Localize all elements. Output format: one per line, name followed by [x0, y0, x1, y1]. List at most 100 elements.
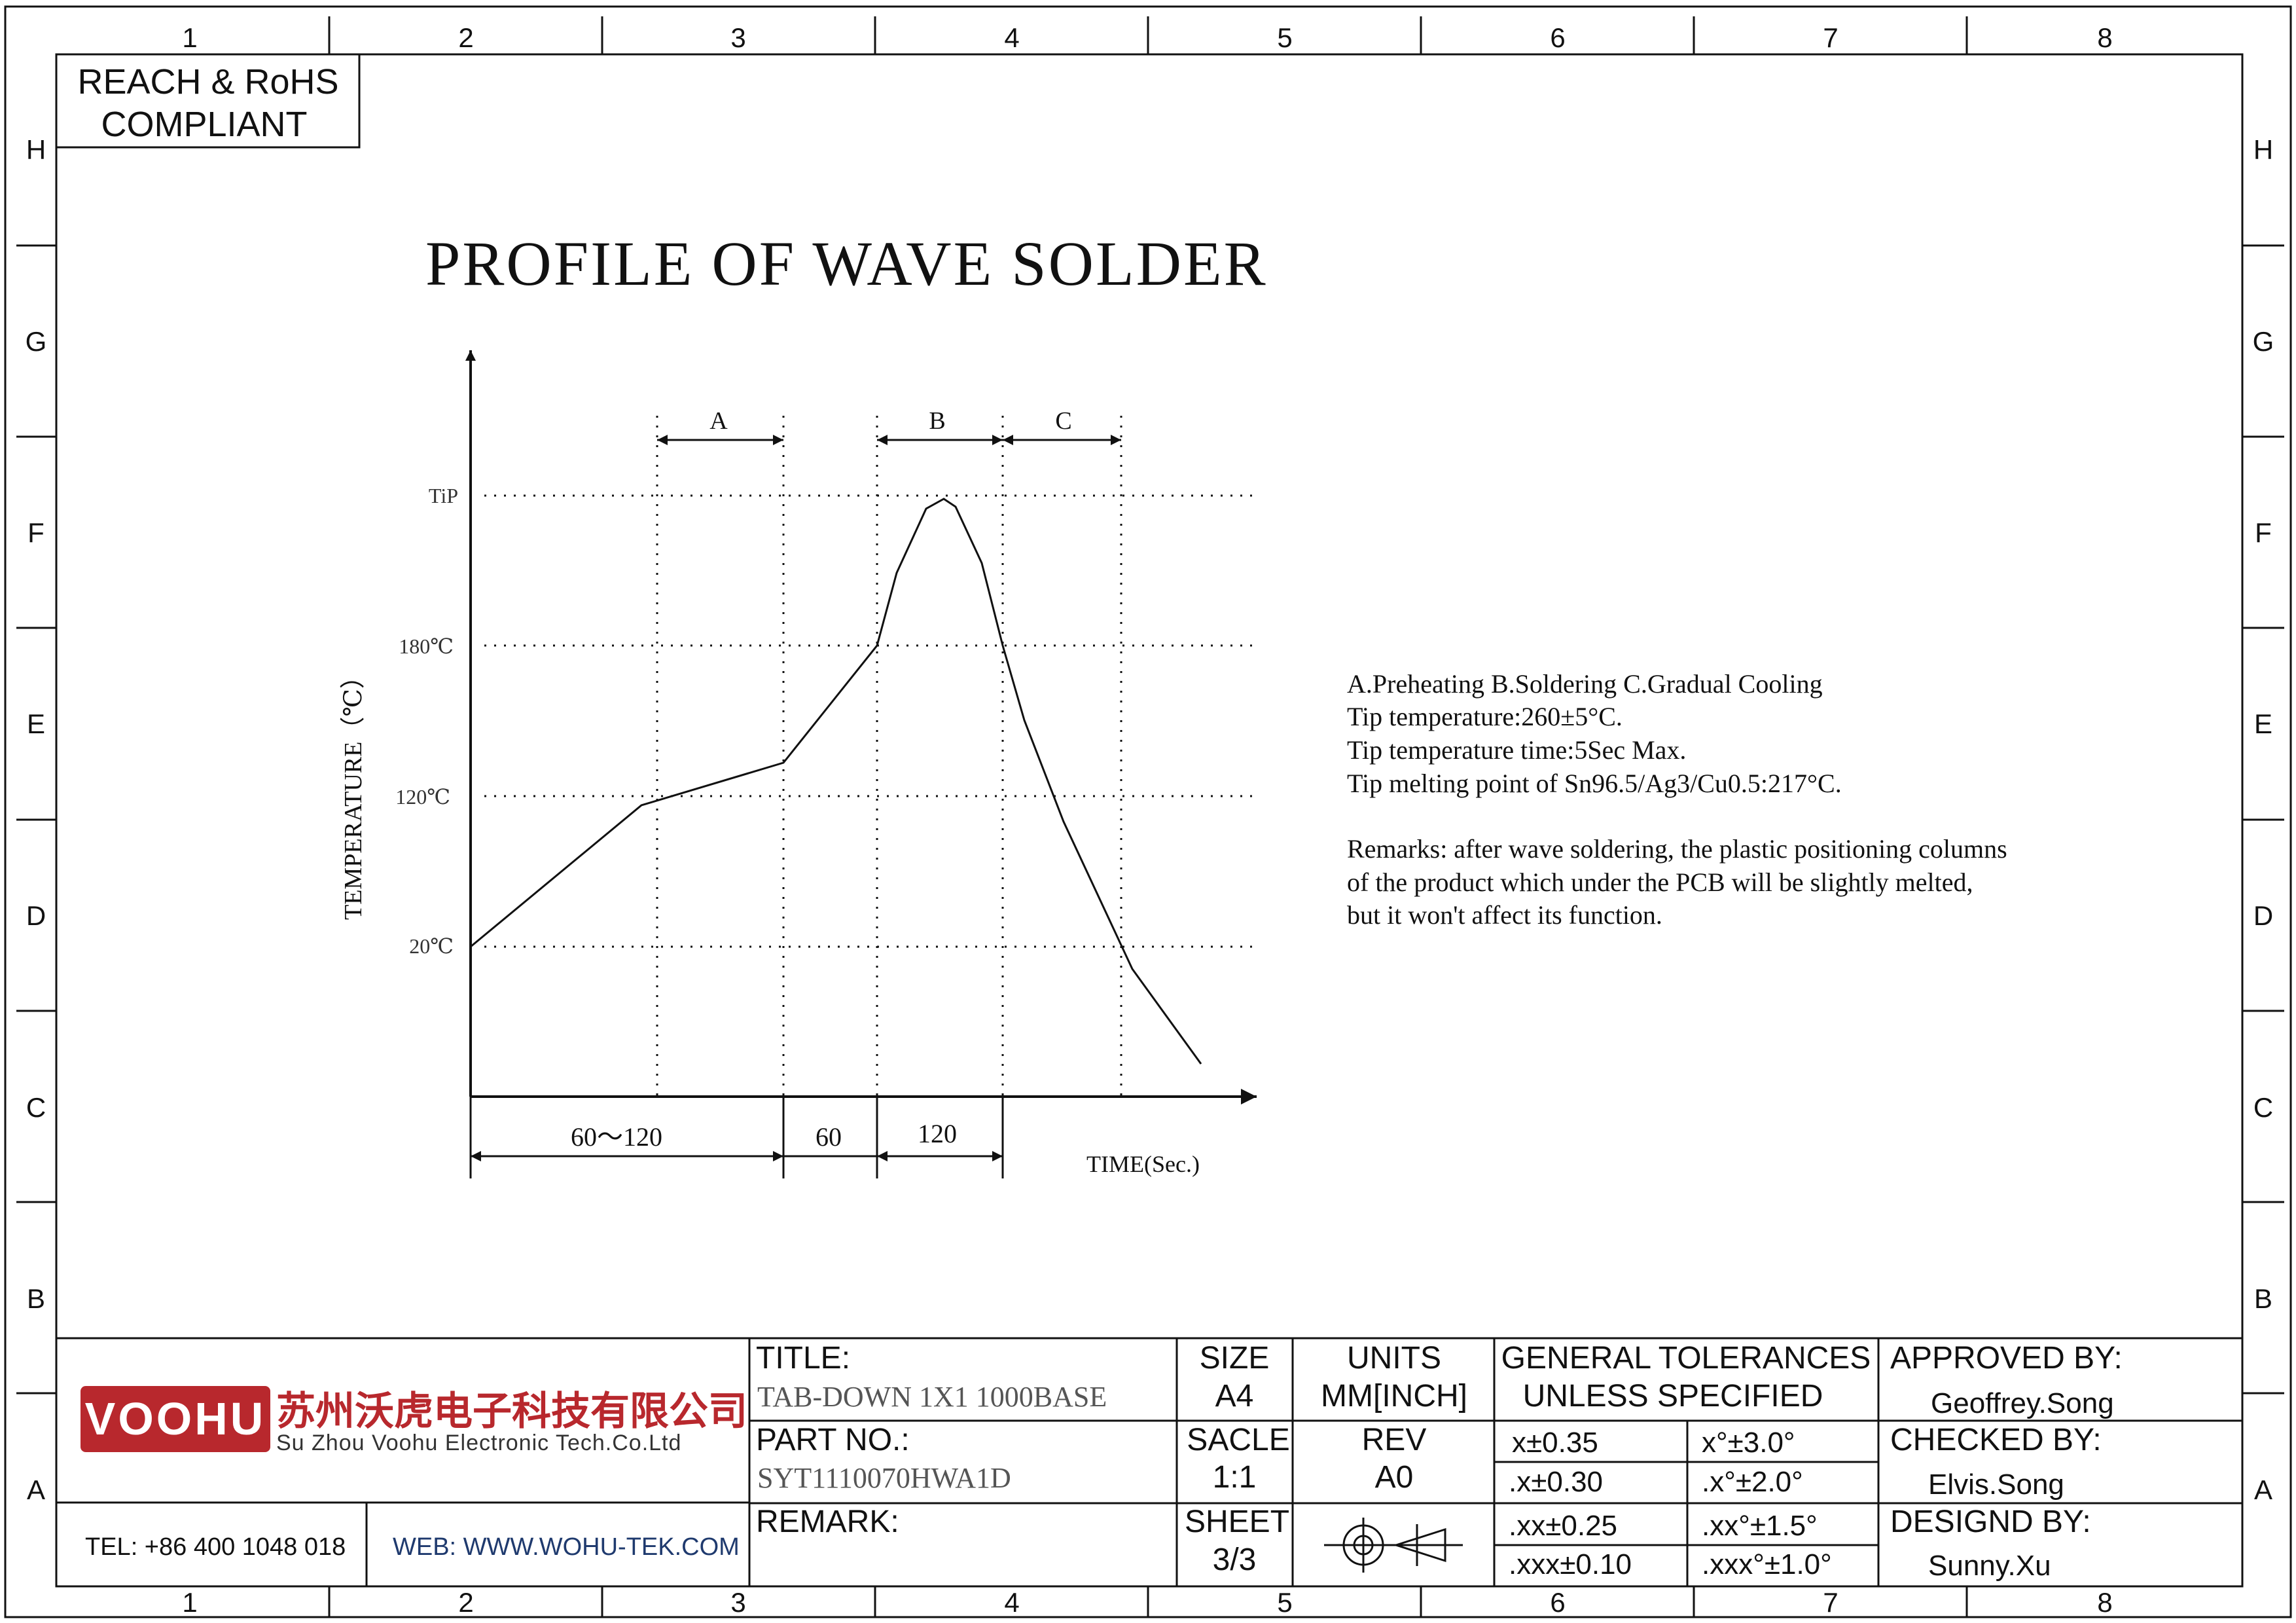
remark-line: but it won't affect its function.: [1347, 900, 1662, 930]
title-block: VOOHU 苏州沃虎电子科技有限公司 Su Zhou Voohu Electro…: [56, 1337, 2242, 1586]
tolerance-angular: x°±3.0°: [1702, 1427, 1795, 1459]
contact-web: WEB: WWW.WOHU-TEK.COM: [393, 1533, 740, 1561]
temp-label-180: 180℃: [399, 634, 454, 658]
col-label-bottom-7: 7: [1823, 1587, 1838, 1618]
scale-label: SACLE: [1187, 1423, 1289, 1457]
col-label-top-4: 4: [1004, 22, 1019, 53]
tolerance-linear: .xx±0.25: [1509, 1510, 1617, 1542]
tolerances-title-2: UNLESS SPECIFIED: [1523, 1379, 1823, 1413]
row-label-left-f: F: [27, 517, 45, 548]
units-value: MM[INCH]: [1321, 1379, 1467, 1413]
designed-value: Sunny.Xu: [1928, 1550, 2051, 1582]
projection-symbol-icon: [1324, 1518, 1463, 1573]
title-value: TAB-DOWN 1X1 1000BASE: [757, 1381, 1107, 1413]
col-label-bottom-8: 8: [2097, 1587, 2112, 1618]
row-label-left-e: E: [27, 708, 45, 739]
compliance-line-2: COMPLIANT: [101, 105, 307, 144]
temp-label-tip: TiP: [429, 484, 458, 507]
row-label-left-a: A: [27, 1474, 45, 1505]
rev-value: A0: [1375, 1460, 1414, 1495]
temp-label-20: 20℃: [409, 934, 454, 958]
note-line: Tip melting point of Sn96.5/Ag3/Cu0.5:21…: [1347, 769, 1842, 798]
note-line: Tip temperature:260±5°C.: [1347, 702, 1623, 731]
drawing-title: PROFILE OF WAVE SOLDER: [425, 228, 1268, 299]
row-ruler: [16, 244, 2284, 1395]
tolerance-angular: .xx°±1.5°: [1702, 1510, 1818, 1542]
duration-ramp: 60: [816, 1122, 842, 1152]
approved-label: APPROVED BY:: [1890, 1341, 2123, 1376]
temperature-curve: [470, 498, 1202, 1065]
col-label-top-1: 1: [182, 22, 197, 53]
row-label-right-g: G: [2253, 326, 2274, 357]
temperature-reference-lines: [484, 494, 1260, 948]
sheet-value: 3/3: [1213, 1542, 1257, 1577]
zone-label-a: A: [709, 407, 728, 435]
note-line: Tip temperature time:5Sec Max.: [1347, 735, 1686, 765]
contact-tel: TEL: +86 400 1048 018: [85, 1533, 346, 1561]
notes-block: A.Preheating B.Soldering C.Gradual Cooli…: [1347, 669, 2007, 930]
row-label-left-d: D: [26, 900, 46, 931]
duration-dimensions: [469, 1097, 1004, 1178]
col-label-top-6: 6: [1550, 22, 1565, 53]
checked-value: Elvis.Song: [1928, 1468, 2064, 1501]
scale-value: 1:1: [1213, 1460, 1257, 1495]
tolerance-angular: .x°±2.0°: [1702, 1466, 1803, 1498]
remark-label: REMARK:: [756, 1504, 899, 1539]
phase-boundary-lines: [656, 416, 1122, 1097]
row-label-left-c: C: [26, 1092, 46, 1123]
compliance-box: REACH & RoHS COMPLIANT: [55, 53, 361, 149]
row-label-right-d: D: [2253, 900, 2273, 931]
units-label: UNITS: [1347, 1341, 1441, 1376]
col-label-bottom-1: 1: [182, 1587, 197, 1618]
solder-profile-diagram: TiP 180℃ 120℃ 20℃ TEMPERATURE（℃） A B C: [340, 350, 1260, 1178]
note-line: A.Preheating B.Soldering C.Gradual Cooli…: [1347, 669, 1823, 699]
company-name-cn: 苏州沃虎电子科技有限公司: [276, 1389, 747, 1433]
duration-solder: 120: [918, 1119, 957, 1148]
col-label-top-8: 8: [2097, 22, 2112, 53]
tolerance-angular: .xxx°±1.0°: [1702, 1548, 1832, 1580]
tolerances-title-1: GENERAL TOLERANCES: [1501, 1341, 1871, 1376]
row-label-left-h: H: [26, 134, 46, 165]
title-label: TITLE:: [756, 1341, 850, 1376]
zone-label-b: B: [929, 407, 945, 435]
rev-label: REV: [1362, 1423, 1427, 1457]
tolerance-linear: .x±0.30: [1509, 1466, 1603, 1498]
col-label-bottom-4: 4: [1004, 1587, 1019, 1618]
temp-label-120: 120℃: [395, 785, 450, 809]
compliance-line-1: REACH & RoHS: [77, 62, 338, 101]
col-label-bottom-3: 3: [730, 1587, 745, 1618]
row-label-right-b: B: [2254, 1283, 2272, 1314]
row-label-right-c: C: [2253, 1092, 2273, 1123]
column-ruler: [328, 16, 1968, 1617]
sheet-label: SHEET: [1185, 1504, 1289, 1539]
row-label-left-g: G: [26, 326, 47, 357]
col-label-top-3: 3: [730, 22, 745, 53]
part-label: PART NO.:: [756, 1423, 910, 1457]
approved-value: Geoffrey.Song: [1931, 1387, 2114, 1419]
tolerance-linear: x±0.35: [1512, 1427, 1598, 1459]
tolerance-linear: .xxx±0.10: [1509, 1548, 1632, 1580]
designed-label: DESIGND BY:: [1890, 1504, 2091, 1539]
size-label: SIZE: [1200, 1341, 1270, 1376]
col-label-bottom-5: 5: [1277, 1587, 1292, 1618]
row-label-right-e: E: [2254, 708, 2272, 739]
x-axis-label: TIME(Sec.): [1086, 1151, 1200, 1177]
part-value: SYT1110070HWA1D: [757, 1462, 1011, 1494]
duration-preheat: 60～120: [571, 1122, 662, 1152]
col-label-top-2: 2: [458, 22, 473, 53]
y-axis-label: TEMPERATURE（℃）: [340, 664, 367, 920]
col-label-bottom-2: 2: [458, 1587, 473, 1618]
size-value: A4: [1215, 1379, 1254, 1413]
col-label-bottom-6: 6: [1550, 1587, 1565, 1618]
col-label-top-7: 7: [1823, 22, 1838, 53]
company-name-en: Su Zhou Voohu Electronic Tech.Co.Ltd: [276, 1431, 681, 1455]
remark-line: of the product which under the PCB will …: [1347, 867, 1973, 897]
row-label-left-b: B: [27, 1283, 45, 1314]
logo-text: VOOHU: [85, 1393, 266, 1444]
row-label-right-f: F: [2255, 517, 2272, 548]
row-label-right-a: A: [2254, 1474, 2272, 1505]
row-label-right-h: H: [2253, 134, 2273, 165]
zone-label-c: C: [1055, 407, 1071, 435]
checked-label: CHECKED BY:: [1890, 1423, 2102, 1457]
